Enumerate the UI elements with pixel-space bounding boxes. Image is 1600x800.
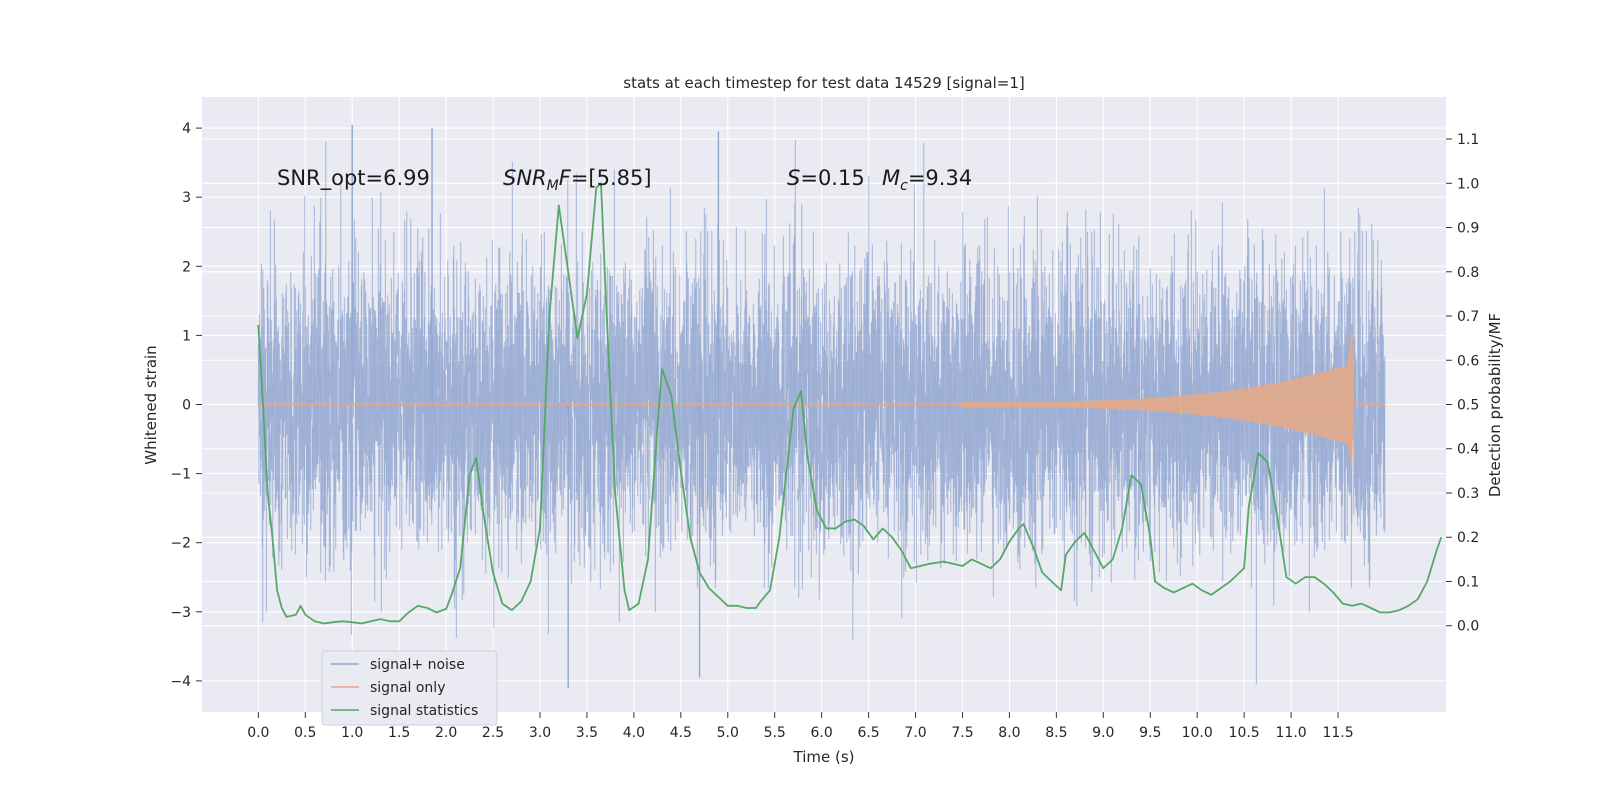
- x-tick-label: 4.5: [670, 725, 692, 741]
- x-ticks: 0.0 0.5 1.0 1.5 2.0 2.5 3.0 3.5 4.0 4.5 5.0 5.5 6.0 6…: [247, 712, 1354, 741]
- y2-tick-label: 0.8: [1457, 265, 1479, 281]
- legend-label-signal-only: signal only: [370, 680, 445, 696]
- x-tick-label: 2.0: [435, 725, 457, 741]
- series-signal-statistics: [257, 182, 1443, 625]
- y2-tick-label: 0.0: [1457, 619, 1479, 635]
- x-tick-label: 9.0: [1092, 725, 1114, 741]
- y2-tick-label: 0.6: [1457, 353, 1479, 369]
- x-tick-label: 3.0: [529, 725, 551, 741]
- y-tick-label: −4: [170, 674, 191, 690]
- x-tick-label: 11.0: [1276, 725, 1307, 741]
- y-tick-label: −1: [170, 467, 191, 483]
- y-tick-label: 1: [182, 328, 191, 344]
- x-tick-label: 11.5: [1322, 725, 1353, 741]
- x-tick-label: 7.5: [951, 725, 973, 741]
- x-tick-label: 4.0: [623, 725, 645, 741]
- y2-axis-label: Detection probability/MF: [1486, 313, 1504, 497]
- x-tick-label: 7.0: [904, 725, 926, 741]
- y-tick-label: 3: [182, 190, 191, 206]
- x-tick-label: 6.5: [857, 725, 879, 741]
- annotation-s: S=0.15: [787, 166, 865, 190]
- signal-only-peak: [1347, 325, 1354, 471]
- y-ticks: 4 3 2 1 0 −1 −2 −3 −4: [170, 121, 202, 690]
- signal-statistics-line: [257, 182, 1443, 625]
- x-tick-label: 8.0: [998, 725, 1020, 741]
- x-tick-label: 3.5: [576, 725, 598, 741]
- x-tick-label: 10.0: [1182, 725, 1213, 741]
- series-signal-only: [258, 325, 1385, 471]
- x-tick-label: 0.5: [294, 725, 316, 741]
- legend: signal+ noise signal only signal statist…: [321, 650, 498, 726]
- x-tick-label: 1.5: [388, 725, 410, 741]
- y2-tick-label: 1.1: [1457, 132, 1479, 148]
- signal-noise-trace: [257, 140, 1386, 685]
- legend-label-signal-statistics: signal statistics: [370, 703, 478, 719]
- y2-tick-label: 0.2: [1457, 530, 1479, 546]
- chart-title: stats at each timestep for test data 145…: [623, 74, 1024, 92]
- y-tick-label: 0: [182, 398, 191, 414]
- x-tick-label: 1.0: [341, 725, 363, 741]
- y2-ticks: 1.1 1.0 0.9 0.8 0.7 0.6 0.5 0.4 0.3 0.2 0.1 0.0: [1446, 132, 1479, 635]
- y2-tick-label: 0.3: [1457, 486, 1479, 502]
- y2-tick-label: 1.0: [1457, 176, 1479, 192]
- annotation-snr-opt: SNR_opt=6.99: [277, 166, 430, 191]
- y-tick-label: −2: [170, 536, 191, 552]
- x-tick-label: 9.5: [1139, 725, 1161, 741]
- annotation-mc: Mc=9.34: [882, 166, 972, 194]
- legend-box: [321, 650, 498, 726]
- y2-tick-label: 0.5: [1457, 398, 1479, 414]
- legend-label-signal-noise: signal+ noise: [370, 657, 465, 673]
- y2-tick-label: 0.4: [1457, 442, 1479, 458]
- series-signal-noise: [257, 124, 1386, 688]
- y-tick-label: 4: [182, 121, 191, 137]
- y2-tick-label: 0.7: [1457, 309, 1479, 325]
- x-tick-label: 0.0: [247, 725, 269, 741]
- x-axis-label: Time (s): [793, 748, 855, 766]
- y-axis-label: Whitened strain: [142, 345, 160, 464]
- signal-only-chirp: [962, 363, 1353, 446]
- x-tick-label: 6.0: [811, 725, 833, 741]
- x-tick-label: 8.5: [1045, 725, 1067, 741]
- y-tick-label: −3: [170, 605, 191, 621]
- y2-tick-label: 0.1: [1457, 574, 1479, 590]
- x-tick-label: 5.5: [764, 725, 786, 741]
- x-tick-label: 10.5: [1229, 725, 1260, 741]
- y2-tick-label: 0.9: [1457, 221, 1479, 237]
- x-tick-label: 5.0: [717, 725, 739, 741]
- annotation-snr-mf: SNRMF=[5.85]: [503, 166, 652, 194]
- y-tick-label: 2: [182, 259, 191, 275]
- x-tick-label: 2.5: [482, 725, 504, 741]
